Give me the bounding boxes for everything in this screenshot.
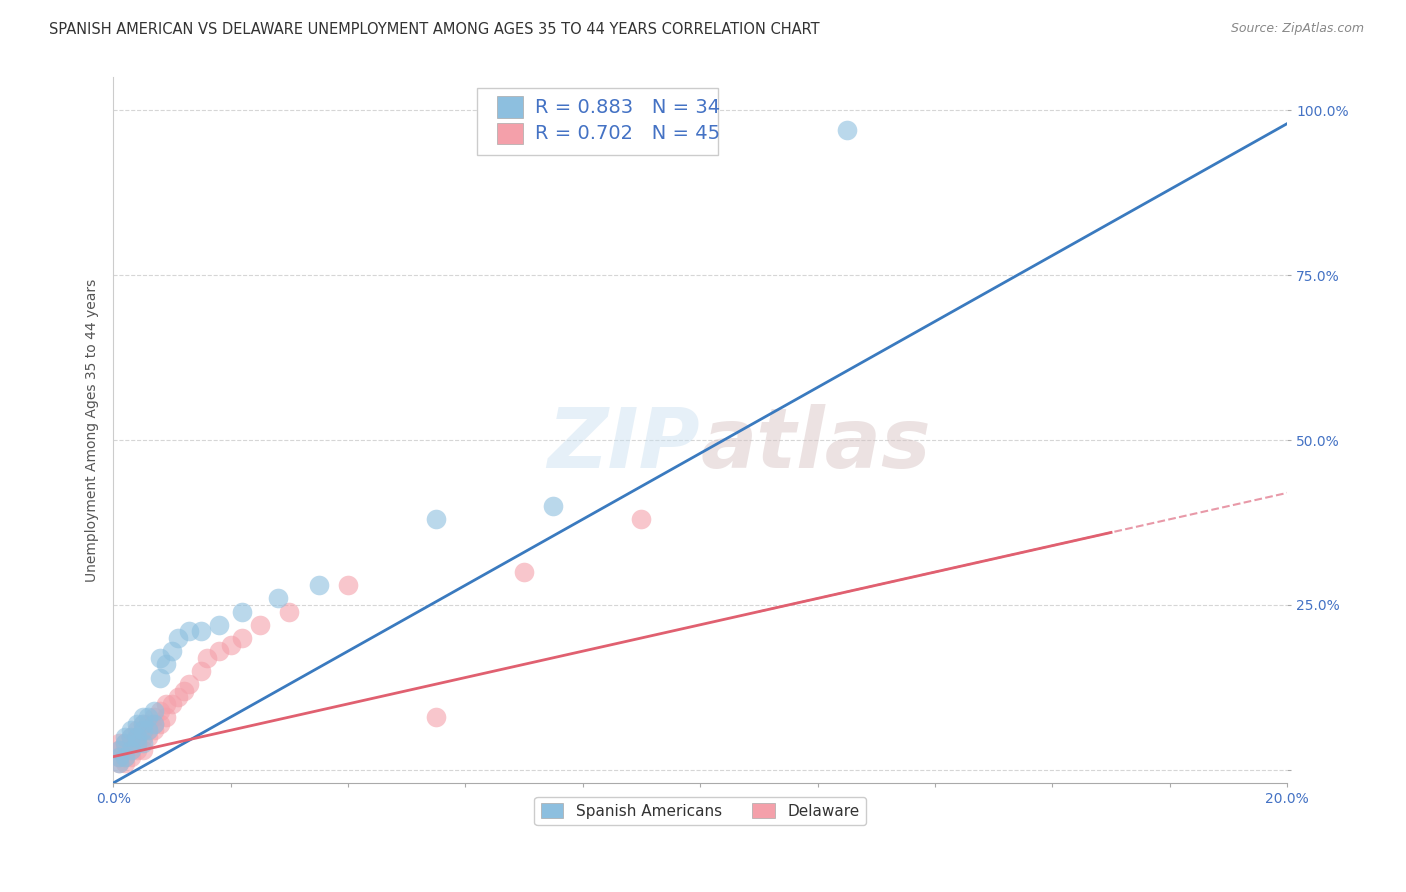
Point: [190, 664, 212, 678]
Point: [179, 624, 201, 639]
Point: [120, 743, 142, 757]
Point: [108, 749, 131, 764]
Point: [231, 631, 253, 645]
Point: [108, 756, 131, 771]
Point: [149, 704, 172, 718]
Point: [219, 638, 242, 652]
Point: [425, 512, 447, 526]
FancyBboxPatch shape: [477, 88, 718, 155]
Point: [249, 617, 271, 632]
Point: [208, 617, 231, 632]
Point: [108, 756, 131, 771]
Point: [131, 716, 153, 731]
Point: [125, 743, 148, 757]
Point: [125, 716, 148, 731]
Point: [120, 730, 142, 744]
Point: [160, 644, 183, 658]
Point: [131, 743, 153, 757]
Point: [143, 723, 166, 738]
Point: [278, 605, 301, 619]
Point: [143, 710, 166, 724]
Point: [114, 756, 136, 771]
Text: Source: ZipAtlas.com: Source: ZipAtlas.com: [1230, 22, 1364, 36]
Text: SPANISH AMERICAN VS DELAWARE UNEMPLOYMENT AMONG AGES 35 TO 44 YEARS CORRELATION : SPANISH AMERICAN VS DELAWARE UNEMPLOYMEN…: [49, 22, 820, 37]
Text: R = 0.702   N = 45: R = 0.702 N = 45: [534, 124, 720, 144]
Point: [120, 723, 142, 738]
Point: [131, 723, 153, 738]
Point: [114, 743, 136, 757]
Point: [138, 710, 160, 724]
Point: [125, 730, 148, 744]
Text: ZIP: ZIP: [547, 404, 700, 485]
Point: [143, 716, 166, 731]
Point: [143, 716, 166, 731]
Point: [173, 683, 195, 698]
Point: [190, 624, 212, 639]
Point: [131, 730, 153, 744]
Point: [160, 697, 183, 711]
Point: [114, 736, 136, 750]
Point: [131, 710, 153, 724]
Point: [125, 736, 148, 750]
Point: [630, 512, 652, 526]
Point: [120, 730, 142, 744]
Point: [266, 591, 288, 606]
Point: [125, 730, 148, 744]
Point: [166, 631, 188, 645]
Point: [131, 723, 153, 738]
Point: [108, 736, 131, 750]
Point: [149, 650, 172, 665]
Point: [149, 671, 172, 685]
Point: [125, 723, 148, 738]
Point: [166, 690, 188, 705]
Point: [108, 749, 131, 764]
Point: [138, 716, 160, 731]
Point: [120, 736, 142, 750]
Point: [138, 723, 160, 738]
Point: [336, 578, 359, 592]
Point: [131, 716, 153, 731]
Point: [131, 736, 153, 750]
Point: [114, 749, 136, 764]
Point: [208, 644, 231, 658]
FancyBboxPatch shape: [498, 123, 523, 145]
Y-axis label: Unemployment Among Ages 35 to 44 years: Unemployment Among Ages 35 to 44 years: [86, 278, 100, 582]
Point: [155, 697, 177, 711]
Point: [513, 565, 536, 579]
Point: [114, 749, 136, 764]
Point: [835, 123, 858, 137]
Point: [125, 736, 148, 750]
Point: [120, 749, 142, 764]
Point: [149, 716, 172, 731]
Point: [308, 578, 330, 592]
Point: [114, 736, 136, 750]
Point: [155, 657, 177, 672]
Point: [108, 743, 131, 757]
Point: [108, 743, 131, 757]
Point: [425, 710, 447, 724]
Point: [195, 650, 218, 665]
Point: [155, 710, 177, 724]
Point: [120, 743, 142, 757]
Point: [114, 730, 136, 744]
Point: [138, 730, 160, 744]
Point: [179, 677, 201, 691]
Point: [143, 704, 166, 718]
Point: [231, 605, 253, 619]
Point: [138, 723, 160, 738]
Text: atlas: atlas: [700, 404, 931, 485]
Text: R = 0.883   N = 34: R = 0.883 N = 34: [534, 97, 720, 117]
FancyBboxPatch shape: [498, 96, 523, 118]
Point: [543, 499, 565, 513]
Legend: Spanish Americans, Delaware: Spanish Americans, Delaware: [534, 797, 866, 825]
